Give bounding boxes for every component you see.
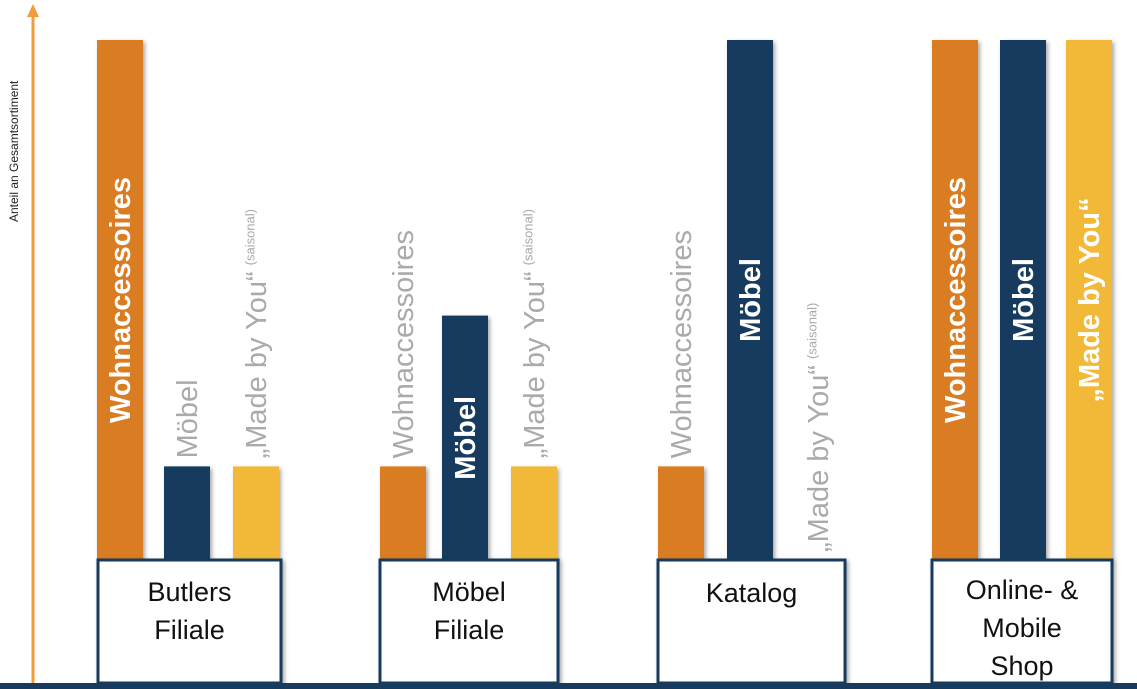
bar-m-bel-1 xyxy=(442,315,488,560)
bar-m-bel-0 xyxy=(164,466,210,560)
category-label-3-line-2: Shop xyxy=(990,651,1053,681)
category-label-1-line-1: Filiale xyxy=(434,615,505,645)
bar-made-by-you-3 xyxy=(1066,40,1112,560)
bar-label-made-by-you-0: „Made by You“ xyxy=(241,271,273,458)
bar-label-wohnaccessoires-1: Wohnaccessoires xyxy=(388,230,420,458)
bar-label-wohnaccessoires-3: Wohnaccessoires xyxy=(940,177,972,423)
baseline xyxy=(0,683,1137,689)
category-label-3-line-1: Mobile xyxy=(982,613,1062,643)
bar-made-by-you-1 xyxy=(511,466,557,560)
bar-m-bel-2 xyxy=(727,40,773,560)
bar-wohnaccessoires-0 xyxy=(97,40,143,560)
bar-label-made-by-you-2: „Made by You“ xyxy=(803,365,835,552)
bar-wohnaccessoires-2 xyxy=(658,466,704,560)
bar-wohnaccessoires-3 xyxy=(932,40,978,560)
category-boxes-layer: Butlers Filiale Möbel Filiale Katalog Online-… xyxy=(96,558,1114,685)
category-label-3-line-0: Online- & xyxy=(966,575,1079,605)
bar-label-m-bel-1: Möbel xyxy=(450,396,482,480)
bar-label-m-bel-3: Möbel xyxy=(1008,258,1040,342)
bar-labels-layer: Wohnaccessoires Wohnaccessoires Wohnaccess… xyxy=(105,177,1106,552)
category-box-1 xyxy=(378,558,560,685)
bar-label-made-by-you-3: „Made by You“ xyxy=(1074,197,1106,402)
category-label-0-line-1: Filiale xyxy=(154,615,225,645)
category-label-2-line-0: Katalog xyxy=(706,578,798,608)
bar-made-by-you-0 xyxy=(233,466,279,560)
bar-m-bel-3 xyxy=(1000,40,1046,560)
category-label-0-line-0: Butlers xyxy=(147,577,231,607)
category-box-3 xyxy=(930,558,1114,685)
y-axis-label: Anteil an Gesamtsortiment xyxy=(7,80,21,222)
bar-label-wohnaccessoires-0: Wohnaccessoires xyxy=(105,177,137,423)
bar-wohnaccessoires-1 xyxy=(380,466,426,560)
bar-label-m-bel-2: Möbel xyxy=(735,258,767,342)
bar-label-wohnaccessoires-2: Wohnaccessoires xyxy=(666,230,698,458)
bar-label-suffix-2: (saisonal) xyxy=(805,303,820,359)
y-axis-arrow-icon xyxy=(27,4,39,17)
bar-label-m-bel-0: Möbel xyxy=(172,379,204,458)
bar-label-made-by-you-1: „Made by You“ xyxy=(519,271,551,458)
bar-label-suffix-1: (saisonal) xyxy=(521,209,536,265)
bar-label-suffix-0: (saisonal) xyxy=(243,209,258,265)
bars-layer xyxy=(97,40,1112,560)
category-box-0 xyxy=(96,558,283,685)
category-label-1-line-0: Möbel xyxy=(432,577,506,607)
